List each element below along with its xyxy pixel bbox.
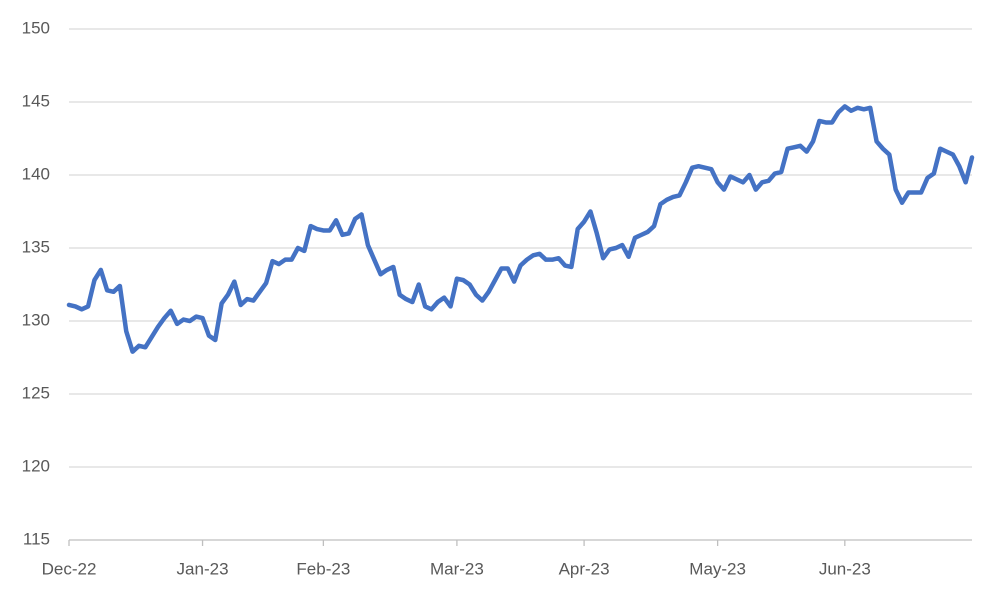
x-tick-label: Mar-23 [430,559,484,578]
price-line [66,104,975,354]
x-tick-label: Dec-22 [42,559,97,578]
x-tick-label: Jan-23 [177,559,229,578]
x-tick-label: May-23 [689,559,746,578]
y-tick-label: 115 [23,529,50,548]
x-tick-label: Apr-23 [559,559,610,578]
y-tick-label: 130 [22,310,50,329]
x-tick-label: Jun-23 [819,559,871,578]
y-tick-label: 125 [22,383,50,402]
x-tick-label: Feb-23 [296,559,350,578]
y-tick-label: 150 [22,18,50,37]
y-tick-label: 120 [22,456,50,475]
y-tick-label: 135 [22,237,50,256]
y-tick-label: 140 [22,164,50,183]
y-tick-label: 145 [22,91,50,110]
